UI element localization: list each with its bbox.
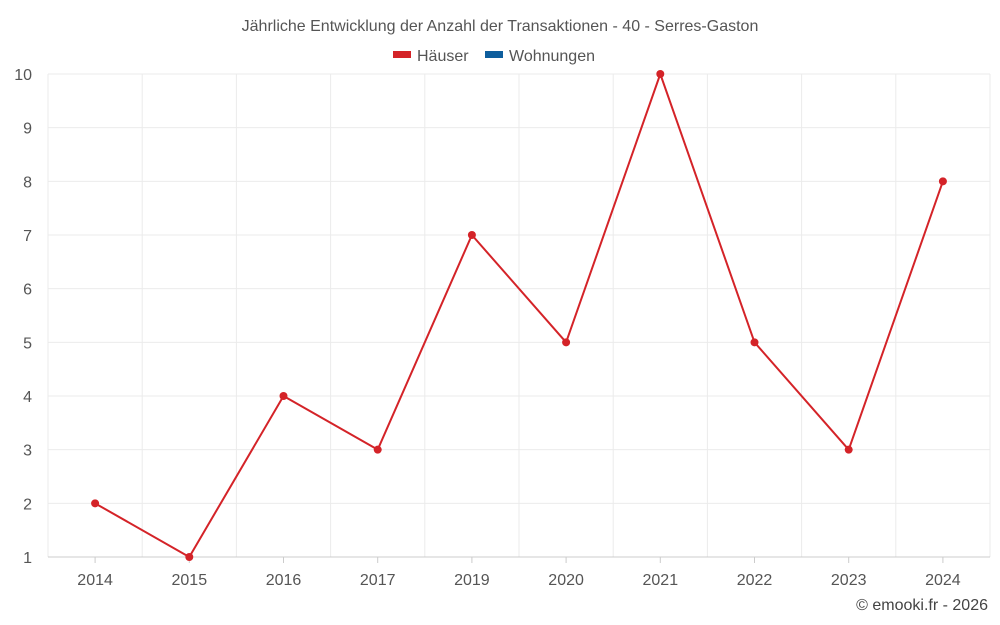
data-point-hauser[interactable]: [91, 499, 100, 508]
x-tick-label: 2021: [643, 572, 679, 589]
y-tick-label: 1: [23, 550, 32, 567]
chart-title: Jährliche Entwicklung der Anzahl der Tra…: [242, 18, 759, 35]
data-point-hauser[interactable]: [938, 177, 947, 186]
y-tick-label: 9: [23, 121, 32, 138]
x-tick-label: 2022: [737, 572, 773, 589]
axes: [48, 556, 990, 563]
x-tick-label: 2014: [77, 572, 113, 589]
x-tick-label: 2019: [454, 572, 490, 589]
data-point-hauser[interactable]: [279, 392, 288, 400]
data-point-hauser[interactable]: [844, 445, 853, 454]
y-tick-label: 5: [23, 335, 32, 352]
data-point-hauser[interactable]: [373, 445, 382, 454]
x-tick-label: 2017: [360, 572, 396, 589]
y-tick-label: 10: [14, 67, 32, 84]
series-hauser: [91, 70, 947, 561]
data-point-hauser[interactable]: [185, 553, 194, 561]
x-axis-labels: 2014 2015 2016 2017 2019 2020 2021 2022 2023 2024: [77, 572, 960, 589]
data-point-hauser[interactable]: [656, 70, 665, 78]
y-tick-label: 3: [23, 443, 32, 460]
x-tick-label: 2015: [172, 572, 208, 589]
y-tick-label: 7: [23, 228, 32, 245]
y-tick-label: 4: [23, 389, 32, 406]
x-tick-label: 2024: [925, 572, 961, 589]
y-tick-label: 2: [23, 496, 32, 513]
legend: Häuser Wohnungen: [393, 48, 595, 65]
y-axis-labels: 1 2 3 4 5 6 7 8 9 10: [14, 67, 32, 567]
data-point-hauser[interactable]: [562, 338, 571, 347]
grid: [47, 73, 991, 557]
series-line-hauser: [94, 73, 944, 558]
data-point-hauser[interactable]: [467, 231, 476, 239]
credit-text: © emooki.fr - 2026: [856, 597, 988, 614]
legend-swatch-hauser: [393, 51, 411, 58]
legend-label-hauser[interactable]: Häuser: [417, 48, 469, 65]
x-tick-label: 2023: [831, 572, 867, 589]
legend-swatch-wohnungen: [485, 51, 503, 58]
legend-label-wohnungen[interactable]: Wohnungen: [509, 48, 595, 65]
x-tick-label: 2020: [548, 572, 584, 589]
data-point-hauser[interactable]: [750, 338, 759, 347]
x-tick-label: 2016: [266, 572, 302, 589]
y-tick-label: 8: [23, 174, 32, 191]
y-tick-label: 6: [23, 282, 32, 299]
